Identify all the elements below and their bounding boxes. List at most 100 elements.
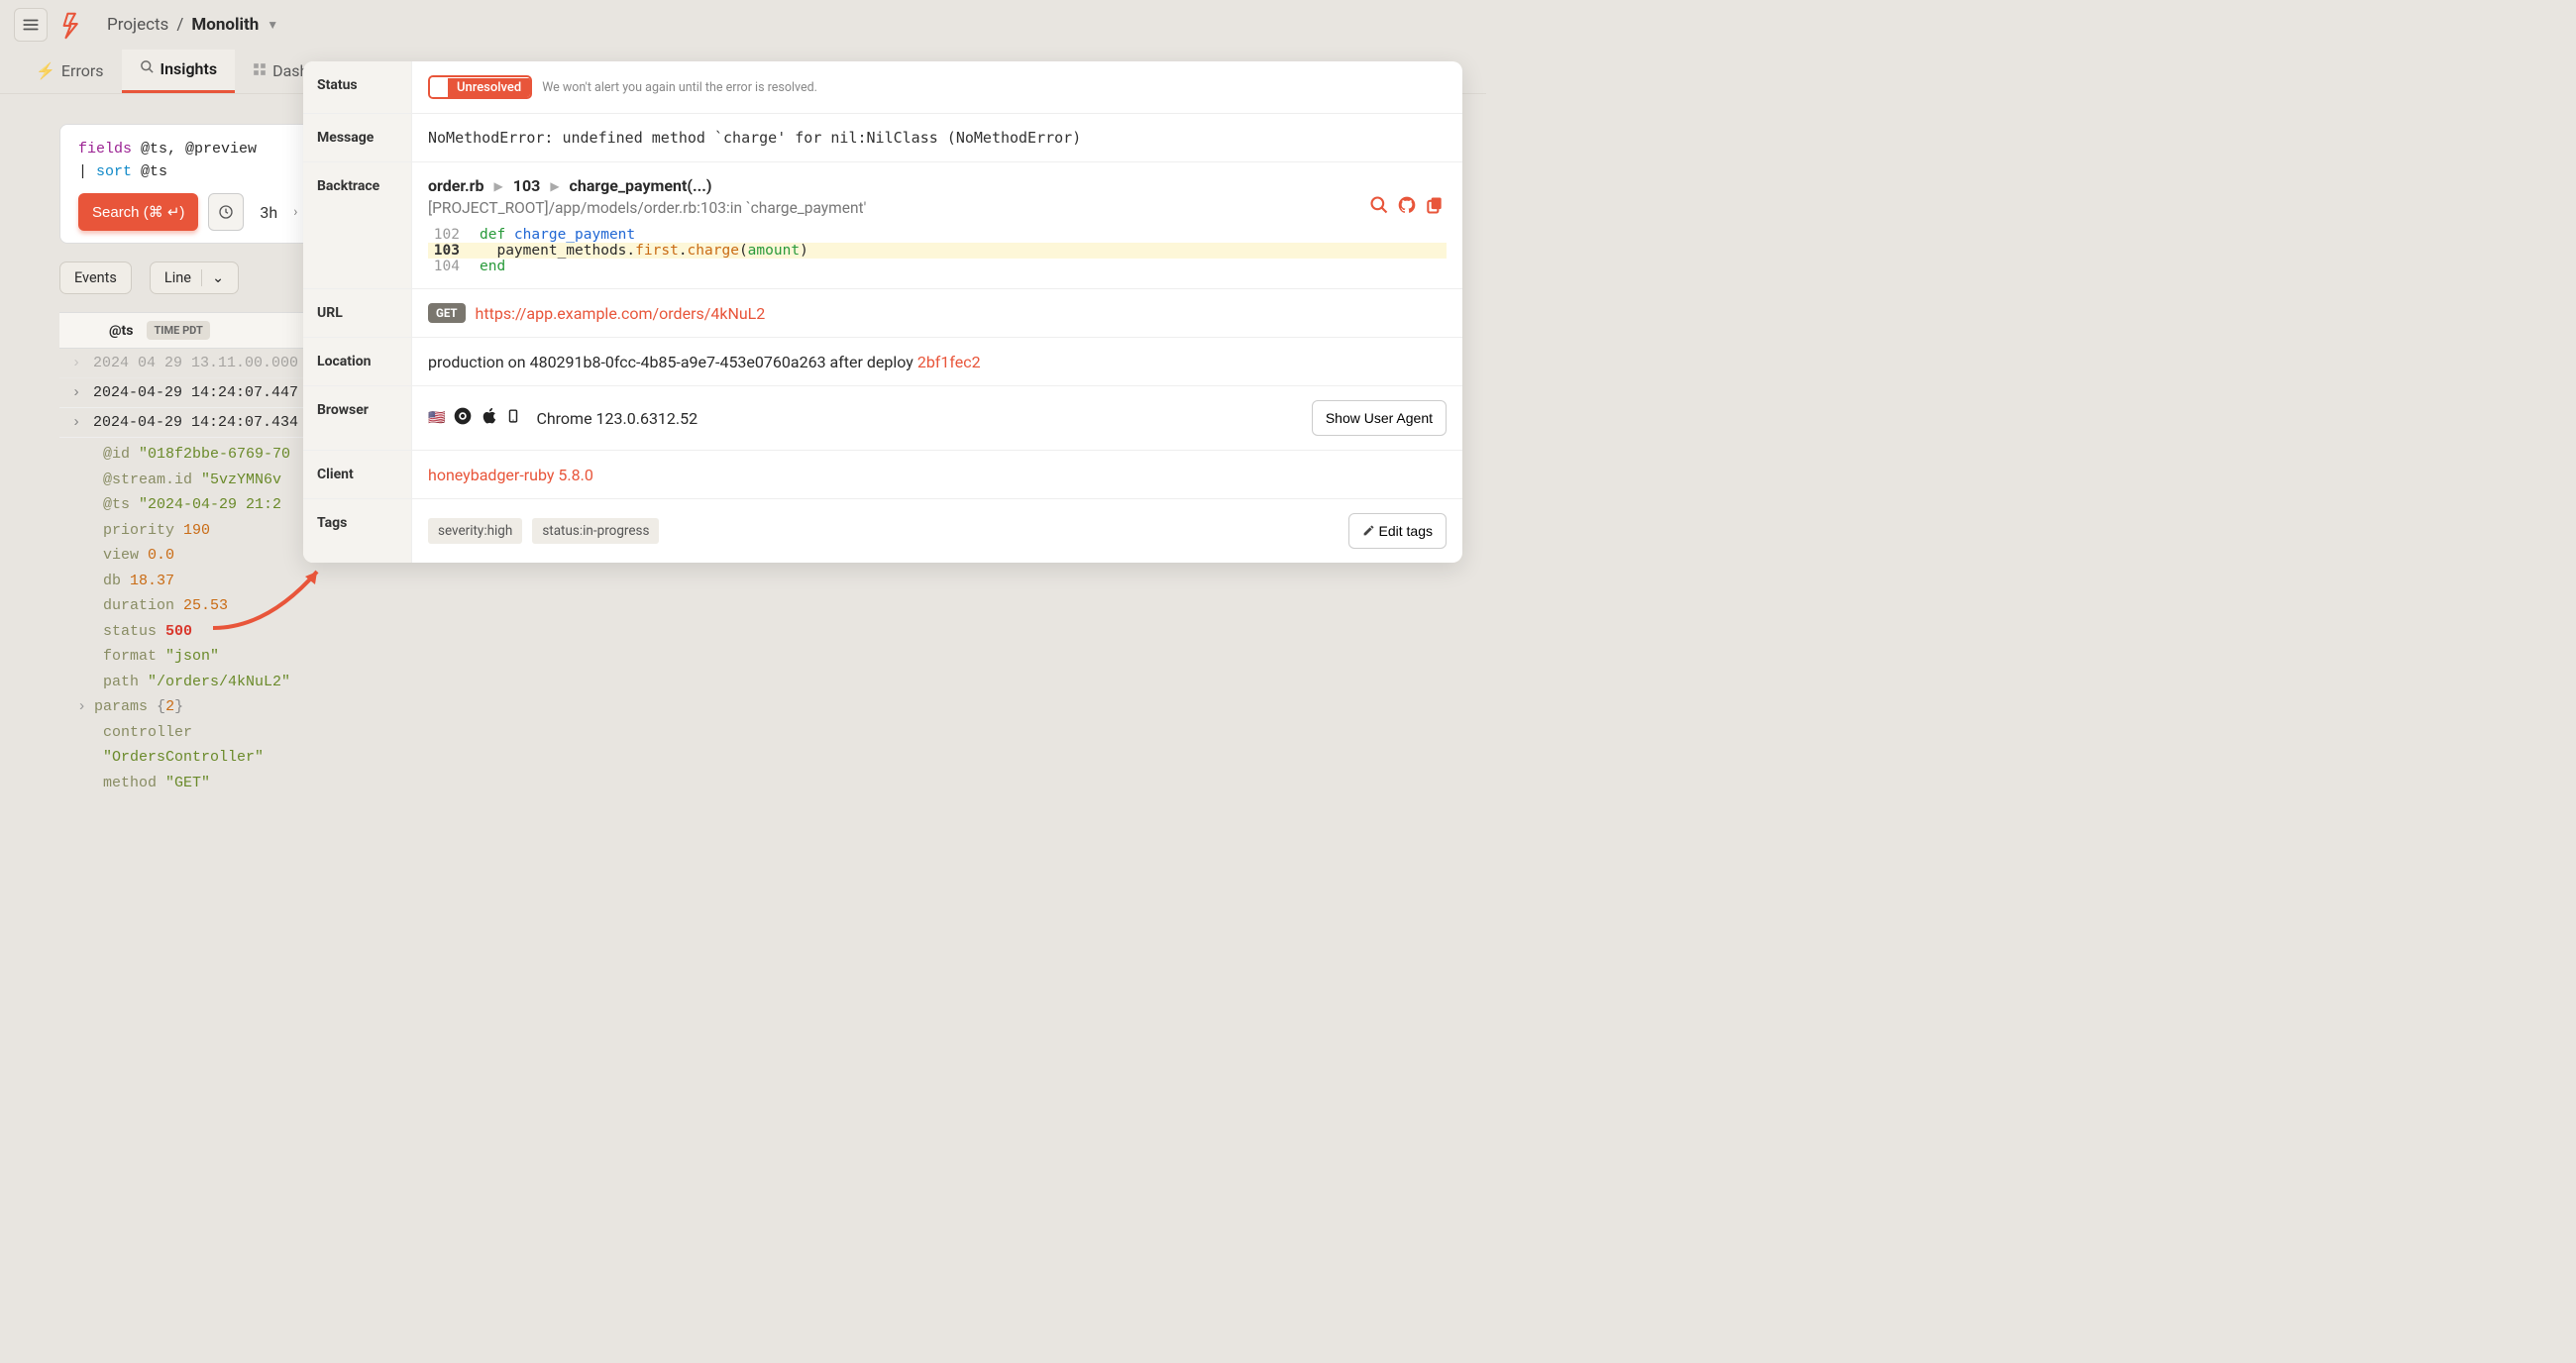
log-ts: 2024 04 29 13.11.00.000 (93, 355, 298, 371)
bt-file[interactable]: order.rb (428, 176, 484, 195)
log-ts: 2024-04-29 14:24:07.447 (93, 384, 298, 401)
detail-val: 190 (183, 522, 210, 539)
http-method-badge: GET (428, 303, 466, 323)
status-badge: Unresolved (448, 78, 530, 97)
bolt-icon: ⚡ (36, 61, 55, 80)
logo-icon (58, 10, 88, 40)
code-snippet: 102 def charge_payment 103 payment_metho… (428, 227, 1447, 274)
edit-tags-button[interactable]: Edit tags (1348, 513, 1447, 549)
time-range-select[interactable]: 3h (254, 195, 283, 230)
row-label-tags: Tags (303, 499, 412, 563)
detail-val: 25.53 (183, 597, 228, 614)
row-label-location: Location (303, 338, 412, 385)
query-text: @ts, @preview (132, 141, 257, 157)
detail-key: priority (103, 522, 174, 539)
log-ts: 2024-04-29 14:24:07.434 (93, 414, 298, 431)
chevron-down-icon: ⌄ (201, 269, 224, 286)
row-label-url: URL (303, 289, 412, 337)
row-label-client: Client (303, 451, 412, 498)
detail-val: 2 (165, 698, 174, 715)
line-num: 103 (428, 243, 474, 259)
bt-path: [PROJECT_ROOT]/app/models/order.rb:103:i… (428, 199, 1447, 217)
events-toggle[interactable]: Events (59, 262, 132, 294)
error-url[interactable]: https://app.example.com/orders/4kNuL2 (476, 304, 766, 323)
results-header: @ts TIME PDT (59, 312, 337, 349)
bt-fn[interactable]: charge_payment(...) (570, 176, 712, 195)
tab-errors[interactable]: ⚡ Errors (18, 50, 122, 93)
toggle-knob (430, 77, 448, 97)
error-message: NoMethodError: undefined method `charge'… (428, 129, 1081, 147)
show-user-agent-button[interactable]: Show User Agent (1312, 400, 1447, 436)
flag-us-icon: 🇺🇸 (428, 410, 445, 426)
copy-icon[interactable] (1425, 195, 1445, 219)
grid-icon (253, 61, 267, 80)
tab-errors-label: Errors (61, 61, 104, 80)
search-icon[interactable] (1369, 195, 1389, 219)
status-toggle[interactable]: Unresolved (428, 75, 532, 99)
log-detail: @id "018f2bbe-6769-70 @stream.id "5vzYMN… (59, 438, 337, 803)
log-row[interactable]: › 2024 04 29 13.11.00.000 (59, 349, 337, 378)
query-text2: @ts (132, 163, 167, 180)
log-row[interactable]: › 2024-04-29 14:24:07.447 (59, 378, 337, 408)
line-num: 102 (428, 227, 474, 243)
query-editor[interactable]: fields @ts, @preview | sort @ts Search (… (59, 124, 337, 244)
detail-key: status (103, 623, 157, 640)
detail-key: view (103, 547, 139, 564)
search-icon (140, 59, 155, 78)
detail-key: @id (103, 446, 130, 463)
detail-val: "/orders/4kNuL2" (148, 674, 290, 690)
chrome-icon (453, 406, 473, 430)
detail-val: "GET" (165, 775, 210, 791)
detail-val: 0.0 (148, 547, 174, 564)
detail-val: 500 (165, 623, 192, 640)
detail-val: "5vzYMN6v (201, 472, 281, 488)
tab-insights[interactable]: Insights (122, 50, 236, 93)
bt-line[interactable]: 103 (513, 176, 541, 195)
log-row-expanded[interactable]: › 2024-04-29 14:24:07.434 (59, 408, 337, 438)
breadcrumb-current[interactable]: Monolith (191, 15, 259, 35)
chart-type-label: Line (164, 269, 191, 286)
github-icon[interactable] (1397, 195, 1417, 219)
status-note: We won't alert you again until the error… (542, 80, 817, 95)
menu-button[interactable] (14, 8, 48, 42)
deploy-hash[interactable]: 2bf1fec2 (917, 353, 981, 371)
detail-key: path (103, 674, 139, 690)
chevron-right-icon: ▶ (550, 179, 559, 193)
query-kw2: sort (96, 163, 132, 180)
history-button[interactable] (208, 193, 244, 231)
line-num: 104 (428, 259, 474, 274)
tag-chip[interactable]: severity:high (428, 518, 522, 544)
chart-type-select[interactable]: Line ⌄ (150, 262, 239, 294)
chevron-right-icon[interactable]: › (77, 698, 86, 715)
app-logo[interactable] (57, 9, 89, 41)
chevron-down-icon: › (59, 414, 93, 431)
detail-key: duration (103, 597, 174, 614)
hamburger-icon (22, 16, 40, 34)
detail-key: params (94, 698, 148, 715)
chevron-right-icon: ▶ (494, 179, 503, 193)
detail-key: @ts (103, 496, 130, 513)
search-button[interactable]: Search (⌘ ↵) (78, 193, 198, 231)
tab-insights-label: Insights (161, 59, 218, 78)
mobile-icon (506, 406, 520, 430)
query-kw: fields (78, 141, 132, 157)
detail-val: "2024-04-29 21:2 (139, 496, 281, 513)
tag-chip[interactable]: status:in-progress (532, 518, 659, 544)
breadcrumb: Projects / Monolith ▼ (107, 15, 278, 35)
chevron-right-icon: › (59, 355, 93, 371)
log-list: › 2024 04 29 13.11.00.000 › 2024-04-29 1… (59, 349, 337, 803)
row-label-message: Message (303, 114, 412, 161)
error-panel: Status Unresolved We won't alert you aga… (303, 61, 1462, 563)
clock-icon (218, 204, 234, 220)
pencil-icon (1362, 524, 1375, 537)
detail-key: format (103, 648, 157, 665)
breadcrumb-sep: / (176, 15, 183, 35)
col-ts[interactable]: @ts (109, 323, 133, 339)
location-text: production on 480291b8-0fcc-4b85-a9e7-45… (428, 353, 917, 371)
browser-text: Chrome 123.0.6312.52 (536, 409, 698, 428)
breadcrumb-root[interactable]: Projects (107, 15, 168, 35)
backtrace-breadcrumb: order.rb ▶ 103 ▶ charge_payment(...) (428, 176, 1447, 195)
client-text[interactable]: honeybadger-ruby 5.8.0 (428, 466, 593, 484)
chevron-down-icon[interactable]: ▼ (267, 18, 278, 32)
row-label-browser: Browser (303, 386, 412, 450)
